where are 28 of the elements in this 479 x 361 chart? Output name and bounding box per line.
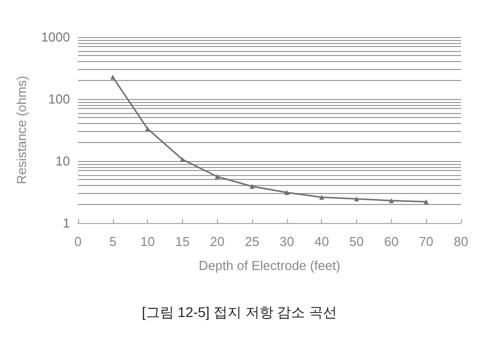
x-tick-label: 10 bbox=[140, 234, 155, 249]
point bbox=[319, 194, 324, 200]
point bbox=[250, 184, 255, 189]
point bbox=[110, 74, 116, 80]
text: [그림 12-5] 접지 저항 감소 곡선 bbox=[142, 304, 338, 320]
point bbox=[214, 174, 220, 180]
y-tick-label: 100 bbox=[48, 92, 70, 106]
point bbox=[388, 198, 394, 204]
x-tick-label: 50 bbox=[349, 234, 364, 249]
x-tick-label: 5 bbox=[109, 234, 116, 249]
x-tick-label: 70 bbox=[418, 234, 434, 249]
x-tick-label: 25 bbox=[244, 234, 260, 249]
point bbox=[424, 199, 429, 204]
x-tick-label: 15 bbox=[175, 234, 190, 249]
x-tick-label: 0 bbox=[74, 234, 82, 249]
x-tick-label: 80 bbox=[454, 234, 468, 249]
y-tick-label: 1000 bbox=[41, 30, 70, 44]
x-axis-title: Depth of Electrode (feet) bbox=[198, 258, 340, 273]
point bbox=[354, 196, 360, 202]
y-axis-title: Resistance (ohms) bbox=[14, 76, 29, 184]
x-tick-label: 20 bbox=[210, 234, 225, 249]
x-tick-label: 40 bbox=[314, 234, 329, 249]
point bbox=[284, 190, 290, 196]
y-tick-label: 10 bbox=[56, 154, 70, 168]
x-tick-label: 30 bbox=[280, 234, 294, 249]
y-tick-label: 1 bbox=[62, 216, 70, 230]
x-tick-label: 60 bbox=[384, 234, 399, 249]
point bbox=[180, 156, 185, 162]
